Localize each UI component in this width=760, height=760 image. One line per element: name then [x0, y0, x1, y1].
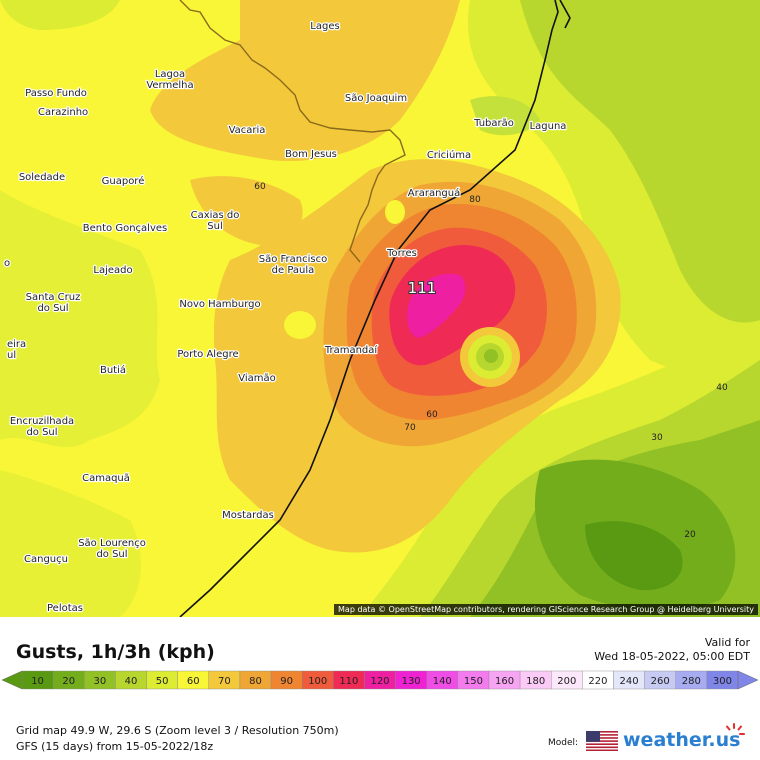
city-label: Porto Alegre — [177, 349, 238, 360]
city-label: Pelotas — [47, 603, 83, 614]
state-border — [179, 0, 406, 263]
model-label: Model: — [548, 738, 579, 748]
gust-field-50-southwest — [0, 470, 141, 617]
contour-labels: 80 60 70 60 40 30 20 — [254, 182, 728, 540]
city-label: Caxias do Sul — [191, 210, 240, 232]
scale-value: 120 — [370, 676, 389, 687]
gust-map[interactable]: Lages Lagoa Vermelha Passo Fundo Carazinho Sã… — [0, 0, 760, 617]
scale-value: 220 — [588, 676, 607, 687]
city-label: Santa Cruz do Sul — [26, 292, 81, 314]
city-label: Canguçu — [24, 554, 68, 565]
peak-gust-label: 111 — [408, 279, 437, 297]
city-label: Mostardas — [222, 510, 274, 521]
scale-value: 140 — [433, 676, 452, 687]
city-label: eira ul — [7, 339, 26, 361]
scale-value: 70 — [218, 676, 231, 687]
scale-value: 50 — [156, 676, 169, 687]
valid-label: Valid for — [704, 636, 750, 649]
city-label: Laguna — [530, 121, 567, 132]
city-label: Bom Jesus — [285, 149, 337, 160]
scale-value: 110 — [339, 676, 358, 687]
scale-value: 130 — [402, 676, 421, 687]
model-run: GFS (15 days) from 15-05-2022/18z — [16, 740, 214, 753]
city-label: Lagoa Vermelha — [146, 69, 193, 91]
city-label: Novo Hamburgo — [179, 299, 260, 310]
scale-value: 20 — [62, 676, 75, 687]
scale-value: 240 — [619, 676, 638, 687]
coastline-track — [179, 0, 559, 617]
contour-label: 30 — [651, 433, 663, 443]
gust-field-10-southeast — [585, 521, 683, 591]
city-label: Araranguá — [408, 187, 460, 199]
city-label: Carazinho — [38, 107, 88, 118]
brand-logo[interactable]: weather.us — [623, 729, 741, 751]
scale-value: 300 — [713, 676, 732, 687]
scale-value: 30 — [93, 676, 106, 687]
scale-value: 200 — [557, 676, 576, 687]
scale-value: 40 — [125, 676, 138, 687]
gust-field-70-sfpaula — [190, 176, 303, 245]
gust-field-40-northeast — [520, 0, 760, 323]
grid-info: Grid map 49.9 W, 29.6 S (Zoom level 3 / … — [16, 724, 339, 737]
storm-eye-30 — [484, 349, 498, 363]
city-label: Passo Fundo — [25, 88, 87, 99]
gust-field-tubarao — [470, 96, 540, 136]
gust-field-50-west — [0, 190, 160, 448]
contour-label: 20 — [684, 530, 696, 540]
valid-for: Valid for Wed 18-05-2022, 05:00 EDT — [594, 636, 750, 664]
city-label: Torres — [386, 248, 417, 259]
scale-value: 260 — [651, 676, 670, 687]
us-flag-icon — [586, 731, 618, 751]
gust-field-50-nw — [0, 0, 120, 30]
city-label: Criciúma — [427, 149, 471, 161]
contour-label: 60 — [254, 182, 266, 192]
gust-field-60-blob-2 — [385, 200, 405, 224]
city-label: São Lourenço do Sul — [78, 538, 146, 560]
city-label: Lages — [310, 21, 339, 32]
city-label: São Joaquim — [345, 93, 407, 104]
scale-value: 60 — [187, 676, 200, 687]
city-label: São Francisco de Paula — [259, 254, 327, 276]
sun-icon — [726, 723, 745, 735]
city-label: Guaporé — [102, 175, 145, 187]
city-label: Bento Gonçalves — [83, 223, 167, 234]
city-label: Camaquã — [82, 473, 130, 484]
scale-arrow-left — [1, 670, 23, 690]
legend-title: Gusts, 1h/3h (kph) — [16, 641, 215, 663]
city-label: o — [4, 258, 10, 269]
gust-map-canvas: Lages Lagoa Vermelha Passo Fundo Carazinho Sã… — [0, 0, 760, 617]
scale-value: 100 — [308, 676, 327, 687]
city-label: Tubarão — [473, 118, 514, 129]
color-scale: 10 20 30 40 50 60 70 80 90 100 110 120 130 140 150 160 1… — [1, 670, 759, 690]
scale-value: 150 — [464, 676, 483, 687]
gust-field-60-blob — [284, 311, 316, 339]
city-labels: Lages Lagoa Vermelha Passo Fundo Carazinho Sã… — [3, 20, 568, 616]
city-label: Vacaria — [229, 125, 266, 136]
scale-value: 90 — [280, 676, 293, 687]
gust-field-70-north — [150, 0, 460, 161]
scale-value: 80 — [249, 676, 262, 687]
valid-time: Wed 18-05-2022, 05:00 EDT — [594, 650, 750, 663]
gust-field-120 — [407, 273, 466, 338]
city-label: Lajeado — [93, 265, 132, 276]
city-label: Butiá — [100, 364, 126, 376]
map-attribution[interactable]: Map data © OpenStreetMap contributors, r… — [334, 604, 758, 615]
city-label: Encruzilhada do Sul — [10, 416, 74, 438]
city-label: Viamão — [238, 373, 276, 384]
scale-value: 280 — [682, 676, 701, 687]
city-label: Tramandaí — [324, 344, 379, 356]
contour-label: 70 — [404, 423, 416, 433]
coastline-north — [559, 0, 571, 29]
contour-label: 80 — [469, 195, 481, 205]
contour-label: 60 — [426, 410, 438, 420]
scale-value: 180 — [526, 676, 545, 687]
scale-value: 160 — [495, 676, 514, 687]
city-label: Soledade — [19, 172, 65, 183]
scale-value: 10 — [31, 676, 44, 687]
scale-arrow-right — [737, 670, 759, 690]
contour-label: 40 — [716, 383, 728, 393]
